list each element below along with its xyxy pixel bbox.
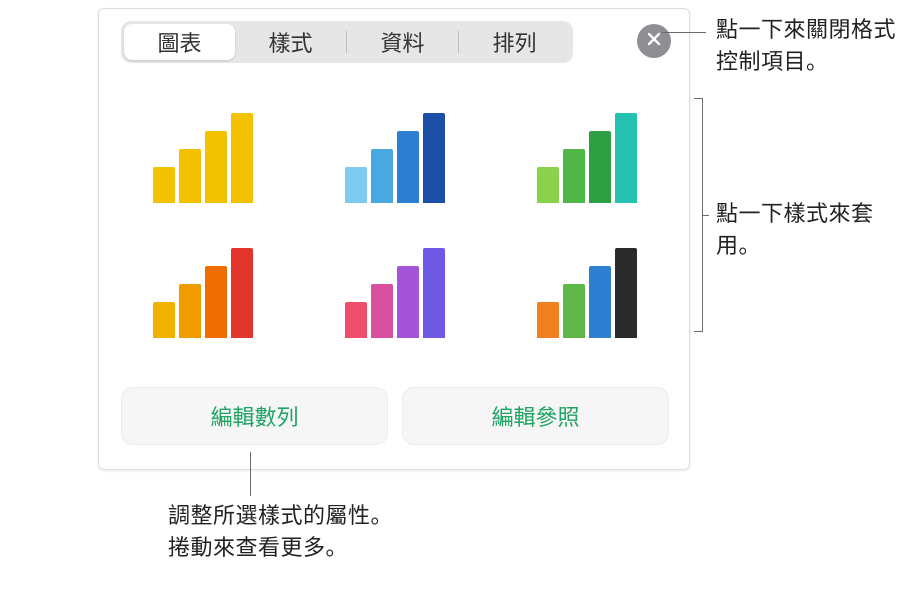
chart-style-option[interactable] xyxy=(121,225,285,345)
bar xyxy=(153,302,175,338)
bar xyxy=(423,248,445,338)
bar xyxy=(423,113,445,203)
chart-style-option[interactable] xyxy=(505,89,669,209)
leader-line xyxy=(703,215,709,216)
bar-chart-icon xyxy=(537,113,637,203)
bar xyxy=(615,113,637,203)
bar xyxy=(397,266,419,338)
callout-text: 點一下樣式來套用。 xyxy=(716,201,874,258)
callout-text: 點一下來關閉格式控制項目。 xyxy=(716,17,896,74)
edit-reference-button[interactable]: 編輯參照 xyxy=(402,387,669,445)
bar xyxy=(205,131,227,203)
tab-label: 樣式 xyxy=(268,26,312,58)
edit-series-button[interactable]: 編輯數列 xyxy=(121,387,388,445)
tab-style[interactable]: 樣式 xyxy=(235,24,346,60)
tab-label: 排列 xyxy=(492,26,536,58)
callout-apply-style: 點一下樣式來套用。 xyxy=(716,198,916,262)
bar xyxy=(563,149,585,203)
chart-style-option[interactable] xyxy=(121,89,285,209)
bar-chart-icon xyxy=(345,248,445,338)
leader-line xyxy=(662,32,706,33)
tab-label: 資料 xyxy=(380,26,424,58)
close-button[interactable] xyxy=(637,24,671,58)
callout-text: 調整所選樣式的屬性。 xyxy=(168,500,588,532)
bar xyxy=(589,266,611,338)
bar xyxy=(615,248,637,338)
bar xyxy=(345,167,367,203)
bar xyxy=(537,167,559,203)
bar xyxy=(371,149,393,203)
bar xyxy=(231,248,253,338)
button-label: 編輯參照 xyxy=(491,400,579,432)
bar xyxy=(371,284,393,338)
tab-chart[interactable]: 圖表 xyxy=(124,24,235,60)
chart-style-grid xyxy=(121,89,669,344)
bar xyxy=(537,302,559,338)
action-row: 編輯數列 編輯參照 xyxy=(121,387,669,445)
leader-line xyxy=(250,452,251,496)
callout-adjust: 調整所選樣式的屬性。 捲動來查看更多。 xyxy=(168,500,588,564)
callout-bracket xyxy=(694,98,703,332)
tab-data[interactable]: 資料 xyxy=(347,24,458,60)
chart-style-option[interactable] xyxy=(505,225,669,345)
close-icon xyxy=(646,31,662,52)
tab-label: 圖表 xyxy=(157,26,201,58)
bar xyxy=(563,284,585,338)
bar xyxy=(397,131,419,203)
callout-text: 捲動來查看更多。 xyxy=(168,532,588,564)
button-label: 編輯數列 xyxy=(210,400,298,432)
bar xyxy=(231,113,253,203)
bar xyxy=(205,266,227,338)
bar-chart-icon xyxy=(537,248,637,338)
bar-chart-icon xyxy=(345,113,445,203)
bar xyxy=(345,302,367,338)
chart-style-option[interactable] xyxy=(313,89,477,209)
bar xyxy=(179,149,201,203)
bar xyxy=(153,167,175,203)
bar xyxy=(589,131,611,203)
callout-close: 點一下來關閉格式控制項目。 xyxy=(716,14,916,78)
bar-chart-icon xyxy=(153,113,253,203)
chart-style-option[interactable] xyxy=(313,225,477,345)
tab-bar: 圖表 樣式 資料 排列 xyxy=(121,21,573,63)
tab-arrange[interactable]: 排列 xyxy=(459,24,570,60)
bar-chart-icon xyxy=(153,248,253,338)
bar xyxy=(179,284,201,338)
format-panel: 圖表 樣式 資料 排列 編輯數列 編輯參照 xyxy=(98,8,690,470)
